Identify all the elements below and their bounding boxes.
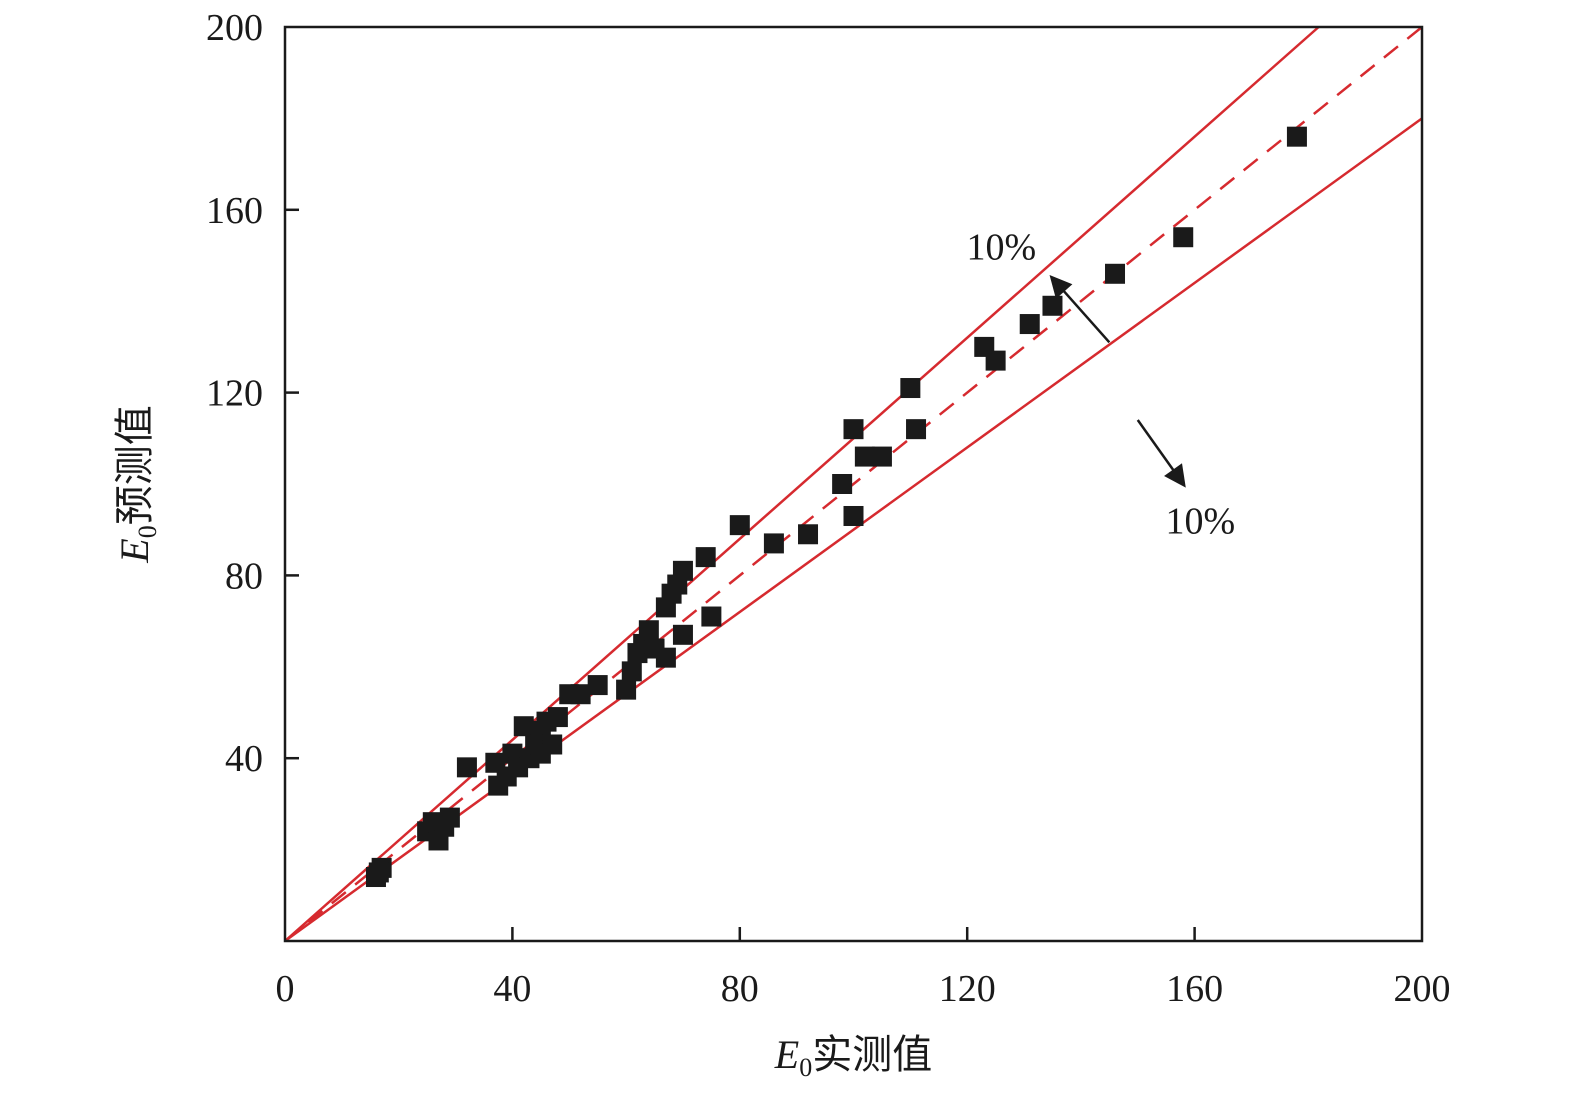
data-point [672, 560, 693, 581]
data-point [587, 675, 608, 696]
x-axis-title: E0实测值 [774, 1032, 932, 1082]
reference-line-minus10 [284, 117, 1423, 943]
x-axis-title-var: E [774, 1032, 799, 1077]
x-tick-label: 80 [721, 968, 759, 1010]
y-tick-label: 40 [225, 738, 263, 780]
y-axis-title-sub: 0 [133, 525, 162, 538]
annotation-arrow [1136, 419, 1186, 488]
data-point [672, 624, 693, 645]
data-point [871, 446, 892, 467]
data-point [513, 716, 534, 737]
data-point [843, 505, 864, 526]
data-point [570, 684, 591, 705]
data-point [843, 419, 864, 440]
x-axis-title-rest: 实测值 [812, 1032, 932, 1077]
reference-line-1to1 [284, 26, 1423, 942]
data-point [729, 515, 750, 536]
data-point [1286, 126, 1307, 147]
y-axis-title-var: E [112, 538, 157, 563]
y-axis-title: E0预测值 [112, 405, 162, 563]
data-point [832, 474, 853, 494]
y-tick-label: 200 [206, 7, 263, 49]
x-tick-label: 40 [493, 968, 531, 1010]
data-point [638, 620, 659, 641]
data-point [1173, 227, 1194, 248]
data-point [655, 647, 676, 668]
x-tick-label: 200 [1394, 968, 1451, 1010]
data-point [900, 378, 921, 399]
x-tick-label: 160 [1166, 968, 1223, 1010]
data-point [701, 606, 722, 627]
data-point [906, 419, 927, 440]
data-point [368, 862, 389, 883]
y-tick-label: 120 [206, 373, 263, 415]
data-point [456, 757, 477, 778]
x-tick-label: 0 [276, 968, 295, 1010]
annotation-label: 10% [1165, 501, 1235, 543]
annotation-label: 10% [966, 226, 1036, 268]
data-point [542, 734, 563, 755]
data-point [695, 547, 716, 568]
data-point [1042, 295, 1063, 316]
data-point [1105, 263, 1126, 284]
data-points [365, 126, 1307, 888]
y-tick-label: 80 [225, 555, 263, 597]
annotations: 10% 10% [966, 226, 1235, 542]
reference-line-plus10 [284, 26, 1320, 942]
y-tick-label: 160 [206, 190, 263, 232]
x-axis-title-sub: 0 [799, 1053, 812, 1082]
x-tick-label: 120 [939, 968, 996, 1010]
y-axis-title-rest: 预测值 [112, 405, 157, 525]
plot-frame [283, 25, 1424, 943]
data-point [1019, 314, 1040, 335]
data-point [439, 807, 460, 828]
data-point [854, 446, 875, 467]
data-point [547, 707, 568, 728]
reference-lines [284, 26, 1423, 943]
data-point [985, 350, 1006, 371]
annotation-arrow [1049, 275, 1111, 344]
axis-ticks: 0 40 80 120 160 200 40 80 120 160 200 [206, 7, 1451, 1010]
data-point [621, 661, 642, 682]
data-point [616, 679, 637, 700]
data-point [798, 524, 819, 545]
data-point [763, 533, 784, 554]
